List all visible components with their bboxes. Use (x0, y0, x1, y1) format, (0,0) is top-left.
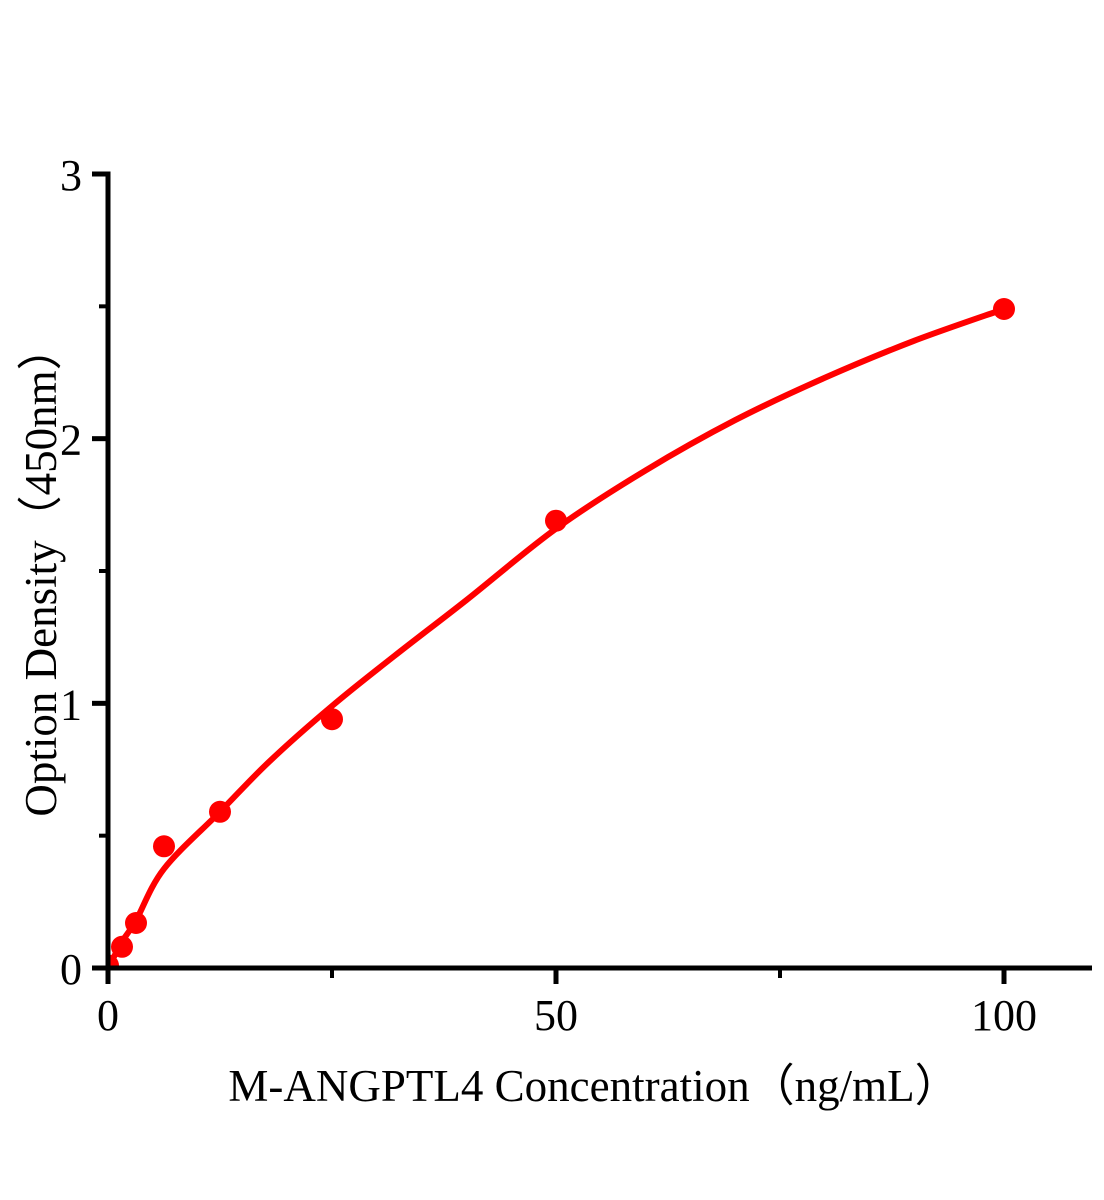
x-tick-label: 50 (534, 991, 578, 1040)
x-tick-label: 100 (971, 991, 1037, 1040)
data-point (209, 800, 231, 823)
data-point-group (108, 298, 1015, 968)
y-tick-label: 1 (60, 680, 82, 729)
y-tick-label: 3 (60, 151, 82, 200)
tick-labels: 0 50 100 0 1 2 3 (60, 151, 1037, 1040)
data-point (545, 509, 567, 532)
x-tick-label: 0 (97, 991, 119, 1040)
y-tick-label: 2 (60, 416, 82, 465)
data-point (153, 835, 175, 858)
axes (92, 171, 1092, 984)
data-point (108, 954, 119, 968)
x-axis-title: M-ANGPTL4 Concentration（ng/mL） (228, 1061, 959, 1111)
fit-curve-line (108, 306, 1007, 968)
plot-area (108, 298, 1015, 968)
y-tick-label: 0 (60, 945, 82, 994)
data-point (321, 708, 343, 731)
data-point (111, 935, 133, 958)
data-point (125, 912, 147, 934)
data-point (993, 298, 1015, 320)
y-axis-title: Option Density（450nm） (16, 325, 66, 816)
